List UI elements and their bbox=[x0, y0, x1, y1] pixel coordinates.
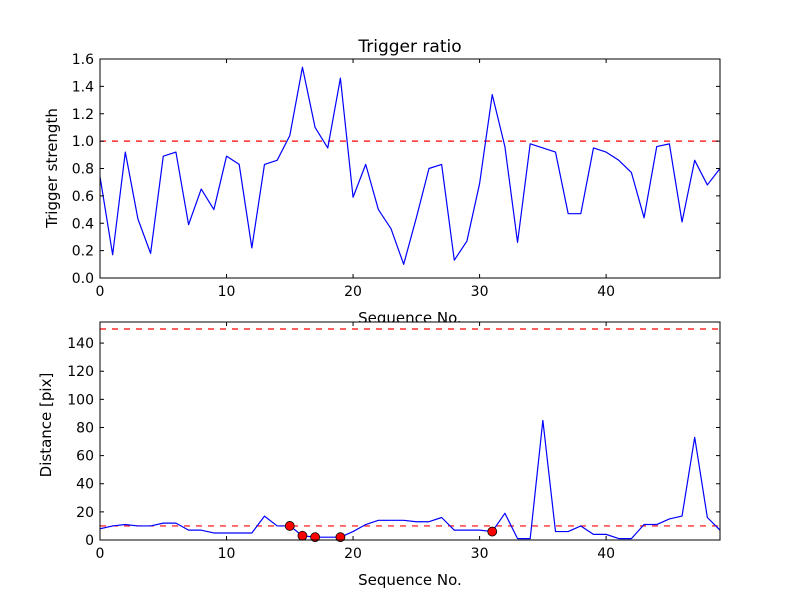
x-tick-label: 0 bbox=[96, 546, 105, 562]
distance-plot: Sequence No. Distance [pix] 0 10 20 30 40 0 20… bbox=[37, 321, 721, 589]
y-tick-label: 1.6 bbox=[72, 52, 94, 68]
y-tick-label: 1.2 bbox=[72, 107, 94, 123]
chart-title: Trigger ratio bbox=[357, 37, 461, 57]
y-tick-label: 0.4 bbox=[72, 216, 94, 232]
axes-frame bbox=[99, 321, 721, 541]
series-line-trigger-strength bbox=[100, 66, 720, 265]
y-tick-label: 0 bbox=[85, 533, 94, 549]
x-tick-label: 10 bbox=[218, 284, 236, 300]
data-point-marker bbox=[487, 526, 498, 537]
x-tick-label: 0 bbox=[96, 284, 105, 300]
y-tick-label: 120 bbox=[67, 364, 94, 380]
x-tick-label: 40 bbox=[597, 546, 615, 562]
series-line-distance bbox=[100, 419, 720, 540]
plot-content bbox=[100, 66, 720, 265]
y-axis-label: Distance [pix] bbox=[37, 373, 55, 478]
data-point-marker bbox=[335, 532, 346, 543]
y-tick-label: 80 bbox=[76, 420, 94, 436]
x-tick-label: 20 bbox=[344, 284, 362, 300]
y-tick-label: 100 bbox=[67, 392, 94, 408]
x-tick-label: 30 bbox=[471, 284, 489, 300]
x-tick-label: 20 bbox=[344, 546, 362, 562]
y-tick-label: 0.0 bbox=[72, 271, 94, 287]
x-axis-label: Sequence No. bbox=[358, 571, 462, 589]
y-tick-label: 60 bbox=[76, 449, 94, 465]
trigger-ratio-plot: Trigger ratio Sequence No. Trigger stren… bbox=[43, 37, 721, 327]
plot-area bbox=[100, 322, 720, 540]
x-tick-label: 40 bbox=[597, 284, 615, 300]
data-point-marker bbox=[297, 530, 308, 541]
x-tick-label: 30 bbox=[471, 546, 489, 562]
y-tick-label: 40 bbox=[76, 477, 94, 493]
y-tick-label: 0.8 bbox=[72, 162, 94, 178]
x-tick-label: 10 bbox=[218, 546, 236, 562]
y-tick-label: 0.2 bbox=[72, 244, 94, 260]
y-axis-label: Trigger strength bbox=[43, 108, 61, 229]
plot-content bbox=[100, 328, 720, 540]
y-tick-label: 1.0 bbox=[72, 134, 94, 150]
y-tick-label: 0.6 bbox=[72, 189, 94, 205]
y-tick-label: 140 bbox=[67, 336, 94, 352]
y-tick-label: 20 bbox=[76, 505, 94, 521]
data-point-marker bbox=[310, 532, 321, 543]
y-tick-label: 1.4 bbox=[72, 79, 94, 95]
data-point-marker bbox=[284, 521, 295, 531]
